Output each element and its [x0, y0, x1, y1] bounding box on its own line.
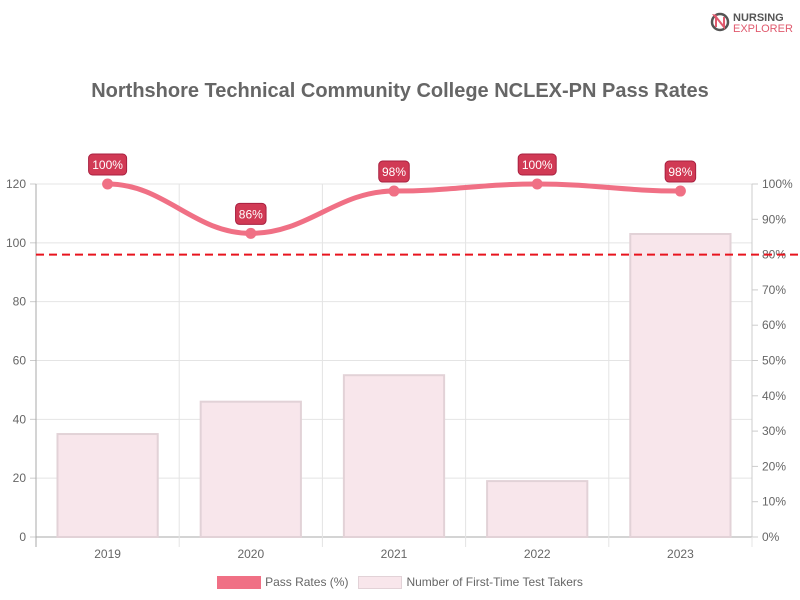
y-right-tick-label: 70%: [762, 283, 786, 297]
y-left-tick-label: 120: [6, 177, 26, 191]
data-label-box: [517, 153, 557, 176]
nursing-explorer-logo: NURSING EXPLORER: [710, 9, 795, 35]
y-left-tick-label: 40: [13, 412, 27, 426]
y-left-tick-label: 100: [6, 236, 26, 250]
y-right-tick-label: 10%: [762, 495, 786, 509]
x-tick-label: 2020: [237, 547, 264, 561]
data-label: 98%: [668, 165, 692, 179]
bar-2022: [486, 480, 589, 539]
y-left-tick-label: 0: [19, 530, 26, 544]
pass-rate-point-2022: [531, 178, 543, 190]
bar-2021: [342, 374, 446, 539]
y-right-tick-label: 50%: [762, 354, 786, 368]
bar-2020: [199, 400, 302, 538]
pass-rate-point-2021: [388, 185, 400, 197]
svg-text:NURSING: NURSING: [733, 12, 784, 24]
chart-title: Northshore Technical Community College N…: [91, 80, 709, 102]
legend: Pass Rates (%) Number of First-Time Test…: [0, 575, 800, 589]
pass-rate-point-2020: [245, 227, 257, 239]
y-right-tick-label: 20%: [762, 459, 786, 473]
pass-rate-point-2023: [674, 185, 686, 197]
pass-rate-point-2019: [102, 178, 114, 190]
data-label-box: [235, 202, 267, 225]
bar-2023: [629, 233, 732, 538]
x-tick-label: 2022: [524, 547, 551, 561]
y-right-tick-label: 90%: [762, 212, 786, 226]
data-label: 100%: [522, 158, 553, 172]
data-label-box: [378, 160, 410, 183]
y-left-tick-label: 20: [13, 471, 27, 485]
legend-label: Pass Rates (%): [265, 575, 349, 589]
svg-text:EXPLORER: EXPLORER: [733, 23, 793, 35]
data-label: 98%: [382, 165, 406, 179]
y-right-tick-label: 60%: [762, 318, 786, 332]
y-right-tick-label: 30%: [762, 424, 786, 438]
x-tick-label: 2021: [381, 547, 408, 561]
y-right-tick-label: 0%: [762, 530, 780, 544]
y-right-tick-label: 40%: [762, 389, 786, 403]
y-right-tick-label: 100%: [762, 177, 793, 191]
legend-item-pass-rates[interactable]: Pass Rates (%): [217, 575, 348, 589]
y-right-tick-label: 80%: [762, 248, 786, 262]
data-label: 86%: [239, 207, 263, 221]
legend-label: Number of First-Time Test Takers: [406, 575, 583, 589]
y-left-tick-label: 60: [13, 354, 27, 368]
data-label: 100%: [92, 158, 123, 172]
x-tick-label: 2023: [667, 547, 694, 561]
data-label-box: [88, 153, 128, 176]
legend-swatch: [358, 575, 403, 589]
data-label-box: [664, 160, 697, 183]
bar-2019: [56, 433, 159, 538]
legend-swatch: [217, 575, 262, 589]
legend-item-test-takers[interactable]: Number of First-Time Test Takers: [358, 575, 583, 589]
x-tick-label: 2019: [94, 547, 121, 561]
y-left-tick-label: 80: [13, 295, 27, 309]
